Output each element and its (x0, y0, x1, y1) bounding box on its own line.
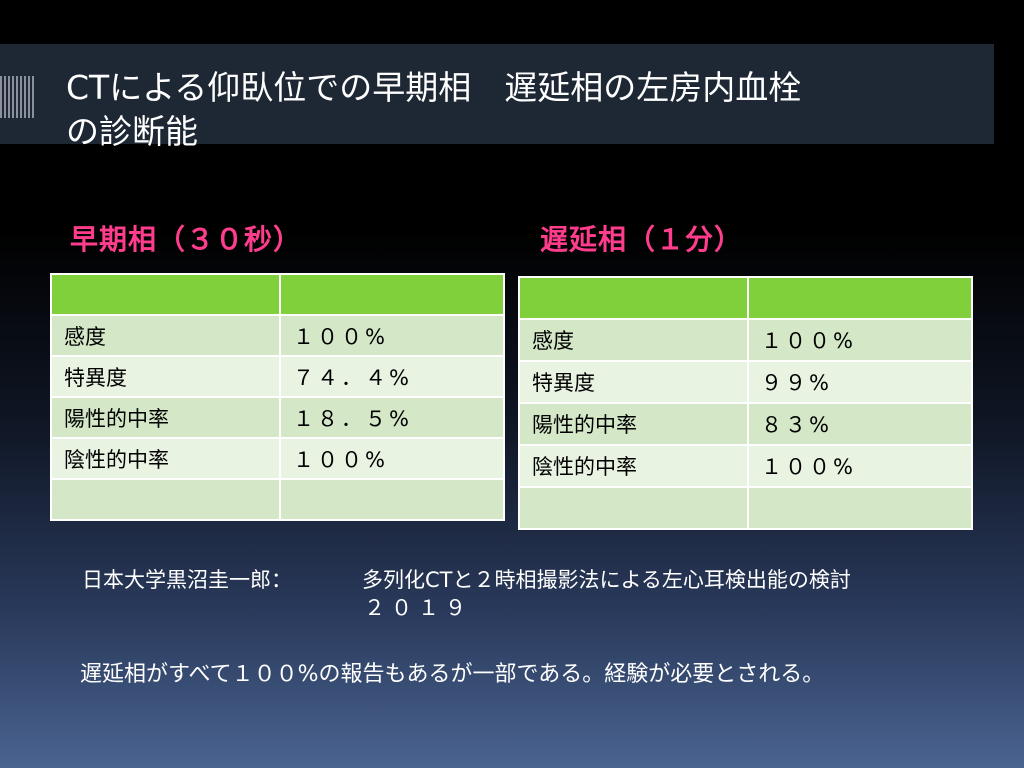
early-phase-heading: 早期相（３０秒） (70, 223, 303, 256)
table-row: 陰性的中率 １００% (50, 437, 505, 480)
metric-label: 感度 (518, 318, 749, 362)
early-phase-table: 感度 １００% 特異度 ７４．４% 陽性的中率 １８．５% 陰性的中率 １００% (50, 273, 505, 521)
title-stripes-decoration (0, 76, 36, 118)
slide-title-line1: CTによる仰臥位での早期相 遅延相の左房内血栓 (66, 68, 802, 107)
metric-label: 特異度 (50, 355, 281, 398)
metric-label: 陽性的中率 (518, 402, 749, 446)
footnote: 遅延相がすべて１００%の報告もあるが一部である。経験が必要とされる。 (80, 662, 825, 687)
metric-value: １８．５% (279, 396, 505, 439)
table-row: 特異度 ９９% (518, 360, 973, 404)
table-row: 特異度 ７４．４% (50, 355, 505, 398)
table-row: 陽性的中率 ８３% (518, 402, 973, 446)
metric-label: 陰性的中率 (518, 444, 749, 488)
table-row-empty (50, 478, 505, 521)
table-row: 陰性的中率 １００% (518, 444, 973, 488)
slide-title: CTによる仰臥位での早期相 遅延相の左房内血栓 の診断能 (66, 66, 966, 154)
table-row: 感度 １００% (518, 318, 973, 362)
citation-year: ２０１９ (364, 596, 472, 620)
citation: 日本大学黒沼圭一郎： 多列化CTと２時相撮影法による左心耳検出能の検討 ２０１９ (82, 566, 982, 622)
metric-label: 陰性的中率 (50, 437, 281, 480)
slide-title-line2: の診断能 (66, 112, 198, 151)
table-row-empty (518, 486, 973, 530)
late-phase-heading: 遅延相（１分） (540, 223, 744, 256)
metric-label: 感度 (50, 314, 281, 357)
table-row: 陽性的中率 １８．５% (50, 396, 505, 439)
metric-value: １００% (279, 437, 505, 480)
metric-value: １００% (279, 314, 505, 357)
table-header-row (518, 276, 973, 320)
title-bar (0, 44, 994, 144)
metric-value: ９９% (747, 360, 973, 404)
citation-title: 多列化CTと２時相撮影法による左心耳検出能の検討 (362, 568, 851, 592)
metric-value: １００% (747, 318, 973, 362)
table-header-row (50, 273, 505, 316)
late-phase-table: 感度 １００% 特異度 ９９% 陽性的中率 ８３% 陰性的中率 １００% (518, 276, 973, 530)
metric-label: 陽性的中率 (50, 396, 281, 439)
table-row: 感度 １００% (50, 314, 505, 357)
metric-value: ７４．４% (279, 355, 505, 398)
metric-label: 特異度 (518, 360, 749, 404)
metric-value: １００% (747, 444, 973, 488)
metric-value: ８３% (747, 402, 973, 446)
citation-author: 日本大学黒沼圭一郎： (82, 568, 292, 592)
